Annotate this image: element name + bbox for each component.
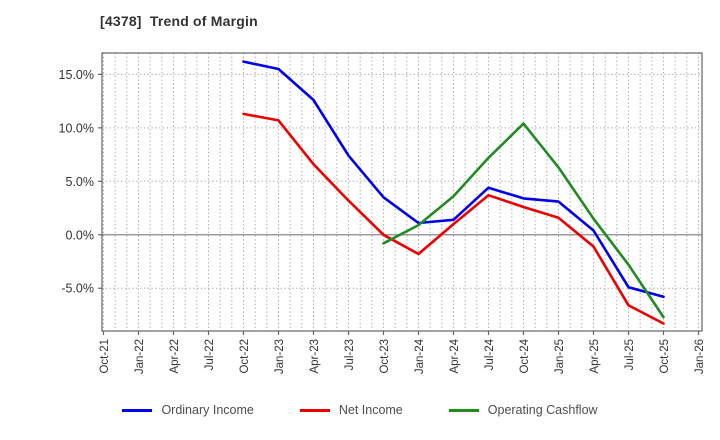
x-tick-label: Jan-23 [274, 339, 286, 374]
x-tick-label: Jul-23 [344, 339, 356, 370]
x-tick-label: Jan-24 [414, 338, 426, 374]
x-tick-label: Jul-24 [484, 338, 496, 370]
axis-layer: 15.0% 10.0% 5.0% 0.0% -5.0% Oct-21 Jan-22 Apr-2… [59, 68, 706, 374]
x-tick-label: Jan-25 [554, 339, 566, 374]
series-layer [242, 60, 665, 325]
chart-title: [4378] Trend of Margin [100, 13, 258, 29]
x-tick-label: Oct-22 [239, 339, 251, 374]
legend-line-swatch [122, 408, 153, 412]
x-tick-label: Apr-25 [589, 339, 601, 374]
x-tick-label: Apr-22 [169, 339, 181, 374]
legend-item-operating-cashflow: Operating Cashflow [448, 403, 598, 417]
legend-line-swatch [299, 408, 330, 412]
series-line-operating-cashflow [382, 122, 665, 319]
x-tick-label: Oct-25 [659, 339, 671, 374]
y-tick-label: 0.0% [66, 228, 95, 242]
legend-label: Ordinary Income [161, 403, 254, 417]
x-tick-label: Oct-21 [99, 339, 111, 374]
chart-legend: Ordinary Income Net Income Operating Cashf… [0, 403, 720, 417]
series-line-ordinary-income [242, 60, 665, 299]
y-tick-label: 10.0% [59, 121, 94, 135]
series-line-net-income [242, 112, 665, 325]
x-tick-label: Apr-24 [449, 338, 461, 373]
legend-label: Net Income [338, 403, 403, 417]
legend-label: Operating Cashflow [487, 403, 598, 417]
plot-frame [101, 52, 703, 332]
x-tick-label: Jul-22 [204, 339, 216, 370]
legend-line-swatch [448, 408, 479, 412]
y-tick-label: 15.0% [59, 68, 94, 82]
x-tick-label: Oct-23 [379, 339, 391, 374]
legend-item-net-income: Net Income [299, 403, 403, 417]
grid-layer [102, 53, 702, 331]
y-tick-label: 5.0% [66, 175, 95, 189]
y-tick-label: -5.0% [61, 282, 94, 296]
x-tick-label: Jul-25 [624, 339, 636, 370]
x-tick-label: Jan-22 [134, 339, 146, 374]
x-tick-label: Jan-26 [694, 339, 706, 374]
legend-item-ordinary-income: Ordinary Income [122, 403, 254, 417]
x-tick-label: Apr-23 [309, 339, 321, 374]
x-tick-label: Oct-24 [519, 338, 531, 373]
